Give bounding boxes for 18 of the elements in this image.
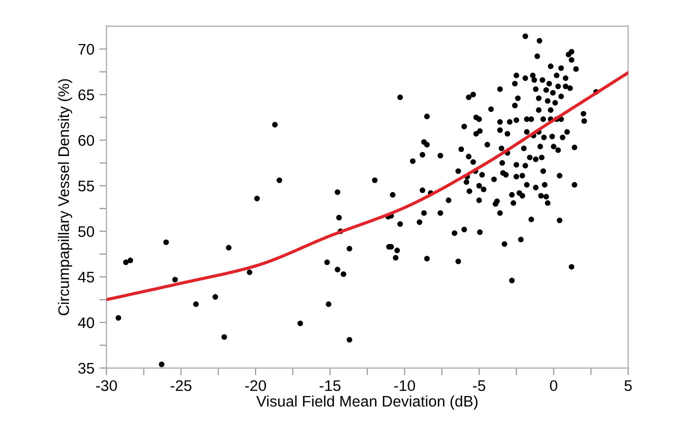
y-tick-label: 45 <box>78 272 94 283</box>
y-tick-label: 70 <box>78 44 94 55</box>
y-tick-label: 35 <box>78 362 94 374</box>
y-tick-label: 40 <box>78 317 94 328</box>
y-tick-label: 55 <box>78 180 94 192</box>
x-tick-label: -10 <box>394 380 416 392</box>
x-tick-label: -30 <box>96 380 117 392</box>
y-tick-label: 60 <box>78 135 94 146</box>
x-axis-title: Visual Field Mean Deviation (dB) <box>256 395 478 410</box>
x-tick-label: -15 <box>320 380 340 392</box>
x-tick-label: 0 <box>550 380 558 392</box>
x-tick-label: -20 <box>245 380 266 392</box>
x-tick-label: 5 <box>624 380 632 392</box>
y-tick-label: 50 <box>78 226 94 237</box>
x-tick-label: -5 <box>473 380 486 392</box>
y-tick-label: 65 <box>78 89 94 100</box>
y-axis-title: Circumpapillary Vessel Density (%) <box>58 79 72 316</box>
x-tick-label: -25 <box>170 380 192 392</box>
